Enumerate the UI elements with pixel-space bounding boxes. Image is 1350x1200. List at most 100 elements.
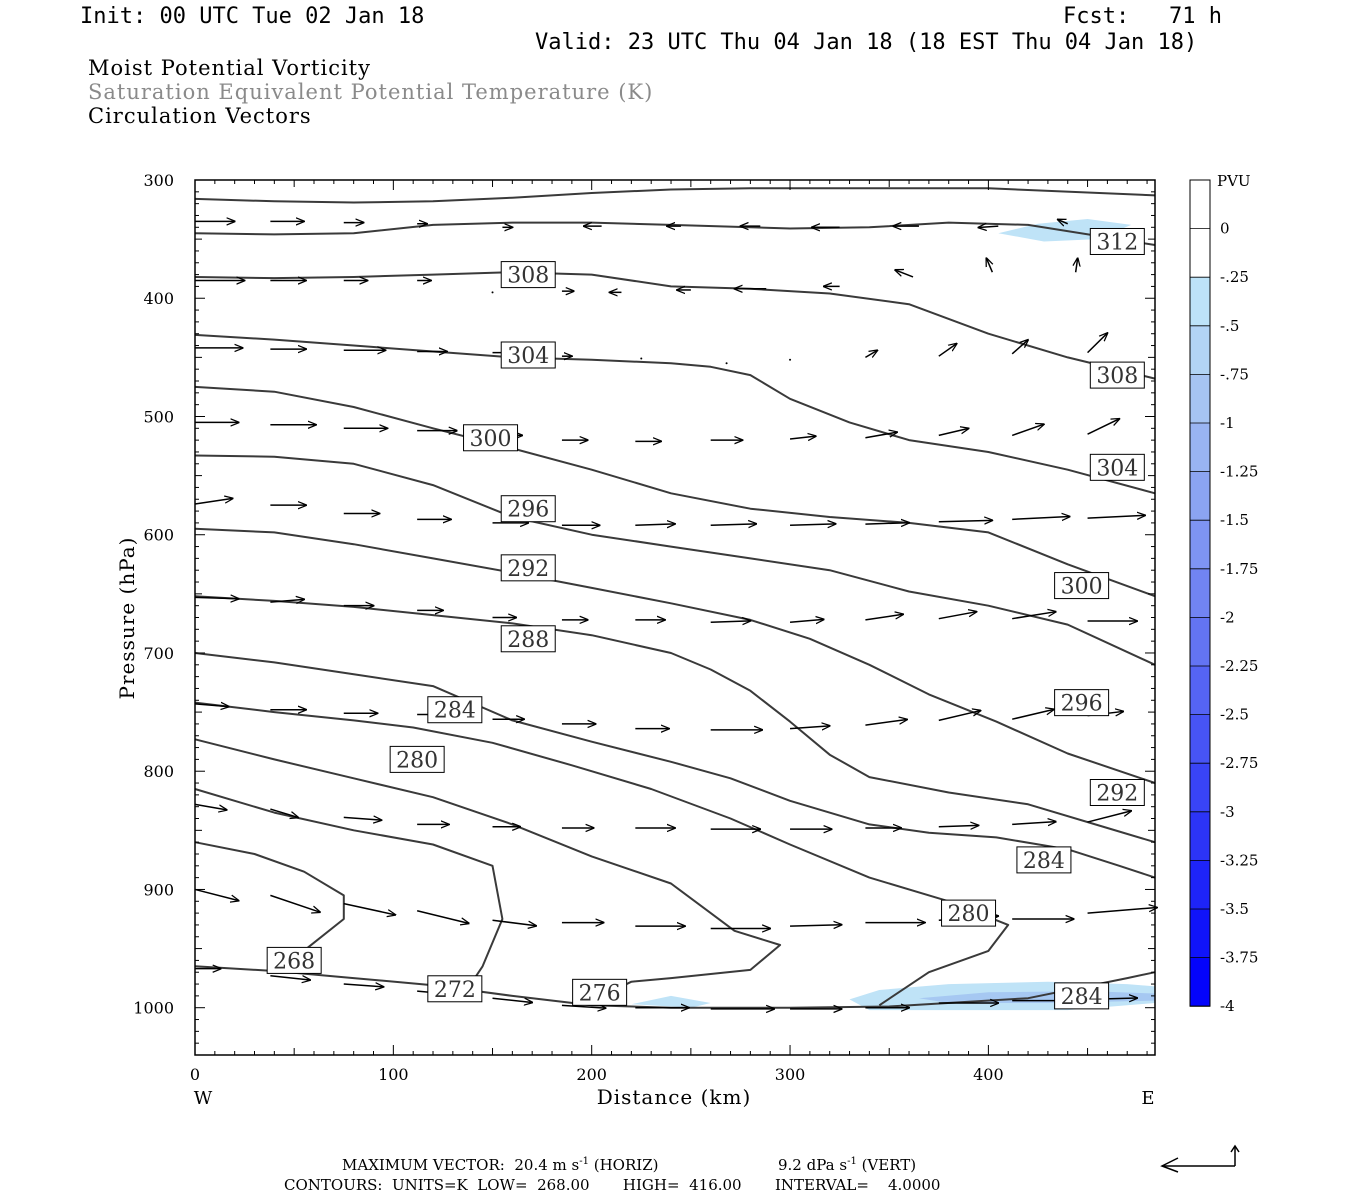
max-vector-label: MAXIMUM VECTOR: 20.4 m s bbox=[342, 1156, 580, 1174]
circulation-vector bbox=[270, 808, 298, 817]
circulation-vector bbox=[895, 270, 914, 278]
contour-label: 280 bbox=[941, 899, 997, 927]
pv-shading-layer bbox=[631, 219, 1155, 1011]
theta-es-contour-line bbox=[194, 385, 1156, 598]
circulation-vector bbox=[1012, 517, 1070, 520]
contours-info: CONTOURS: UNITS=K LOW= 268.00 HIGH= 416.… bbox=[284, 1176, 941, 1194]
circulation-vectors bbox=[194, 220, 1157, 1009]
x-tick-label: 300 bbox=[775, 1065, 806, 1084]
contour-label-text: 284 bbox=[1061, 985, 1103, 1010]
circulation-vector bbox=[725, 362, 728, 365]
colorbar-label: -1.5 bbox=[1220, 511, 1249, 529]
contour-label: 300 bbox=[463, 424, 519, 452]
circulation-vector bbox=[938, 612, 977, 620]
circulation-vector bbox=[789, 726, 830, 729]
colorbar-swatch bbox=[1190, 277, 1210, 326]
x-end-label-east: E bbox=[1141, 1088, 1154, 1109]
contour-label-box bbox=[500, 554, 556, 582]
x-axis-label: Distance (km) bbox=[597, 1085, 752, 1109]
theta-es-contour-line bbox=[194, 788, 504, 997]
pv-shaded-region bbox=[631, 995, 711, 1008]
contour-label-box bbox=[572, 978, 628, 1006]
colorbar-label: -.25 bbox=[1220, 268, 1249, 286]
circulation-vector bbox=[938, 825, 979, 826]
contour-label-box bbox=[1089, 227, 1145, 255]
circulation-vector bbox=[1076, 258, 1078, 273]
contour-label-text: 272 bbox=[434, 978, 476, 1003]
contour-label: 292 bbox=[500, 554, 556, 582]
circulation-vector bbox=[194, 704, 229, 707]
circulation-vector bbox=[789, 619, 824, 622]
x-tick-label: 100 bbox=[378, 1065, 409, 1084]
field-title-pv: Moist Potential Vorticity bbox=[88, 56, 371, 80]
colorbar-label: -.75 bbox=[1220, 365, 1249, 383]
contour-label: 284 bbox=[1016, 846, 1072, 874]
circulation-vector bbox=[1012, 822, 1056, 825]
contour-label-text: 288 bbox=[507, 628, 549, 653]
reference-vector-icon bbox=[1160, 1144, 1240, 1173]
circulation-vector bbox=[865, 523, 909, 524]
circulation-vector bbox=[938, 428, 969, 437]
colorbar-label: -3.5 bbox=[1220, 900, 1249, 918]
circulation-vector bbox=[561, 1005, 606, 1008]
init-time: Init: 00 UTC Tue 02 Jan 18 bbox=[80, 4, 425, 29]
circulation-vector bbox=[938, 344, 957, 357]
circulation-vector bbox=[343, 984, 384, 987]
contour-label-text: 292 bbox=[507, 557, 549, 582]
max-vector-exponent: -1 bbox=[579, 1156, 589, 1167]
circulation-vector bbox=[978, 226, 999, 227]
circulation-vector bbox=[194, 803, 227, 810]
circulation-vector bbox=[986, 258, 992, 273]
circulation-vector bbox=[790, 524, 836, 525]
contour-label: 276 bbox=[572, 978, 628, 1006]
contour-label: 300 bbox=[1054, 572, 1110, 600]
x-end-label-west: W bbox=[194, 1088, 213, 1109]
contour-label: 268 bbox=[266, 946, 322, 974]
contour-label-text: 312 bbox=[1096, 230, 1138, 255]
circulation-vector bbox=[710, 524, 757, 525]
y-tick-label: 1000 bbox=[133, 999, 174, 1018]
contour-label-text: 296 bbox=[507, 498, 549, 523]
circulation-vector bbox=[270, 599, 304, 602]
y-tick-label: 700 bbox=[143, 644, 174, 663]
contour-label-box bbox=[463, 424, 519, 452]
contour-label: 308 bbox=[500, 261, 556, 289]
contour-label-box bbox=[1089, 779, 1145, 806]
circulation-vector bbox=[1087, 419, 1120, 435]
colorbar-label: -1 bbox=[1220, 414, 1235, 432]
colorbar-swatch bbox=[1190, 714, 1210, 764]
contour-label-box bbox=[1016, 846, 1072, 874]
x-tick-label: 400 bbox=[973, 1065, 1004, 1084]
vert-label: (VERT) bbox=[856, 1156, 917, 1174]
contour-labels: 308 304 300 296 292 288 284 280 268 272 276 312 308 3… bbox=[266, 227, 1145, 1010]
contour-label-text: 296 bbox=[1061, 692, 1103, 717]
contour-label-text: 300 bbox=[1061, 575, 1103, 600]
pv-colorbar: 0 -.25 -.5 -.75 -1 -1.25 -1.5 -1.75 -2 -2.25 -2.5 -… bbox=[1189, 179, 1258, 1015]
circulation-vector bbox=[790, 925, 842, 926]
circulation-vector bbox=[492, 998, 533, 1002]
contour-label-box bbox=[500, 341, 556, 369]
max-vector-text: MAXIMUM VECTOR: 20.4 m s-1 (HORIZ) bbox=[342, 1156, 658, 1174]
y-tick-label: 400 bbox=[143, 289, 174, 308]
contour-label-box bbox=[1054, 982, 1110, 1010]
contour-label-box bbox=[266, 946, 322, 974]
contour-label-text: 280 bbox=[396, 748, 438, 773]
contour-label-text: 300 bbox=[470, 427, 512, 452]
colorbar-label: -1.75 bbox=[1220, 560, 1258, 578]
contour-label-box bbox=[427, 696, 483, 724]
contour-label: 284 bbox=[1054, 982, 1110, 1010]
y-tick-label: 600 bbox=[143, 526, 174, 545]
circulation-vector bbox=[491, 291, 494, 294]
colorbar-label: -2.5 bbox=[1220, 706, 1249, 724]
circulation-vector bbox=[1058, 220, 1069, 224]
vert-vector-value: 9.2 dPa s bbox=[778, 1156, 848, 1174]
colorbar-swatch bbox=[1190, 860, 1210, 909]
contour-label-text: 284 bbox=[434, 699, 476, 724]
circulation-vector bbox=[270, 894, 320, 912]
contour-label-box bbox=[500, 625, 556, 653]
circulation-vector bbox=[1011, 340, 1028, 355]
circulation-vector bbox=[492, 919, 537, 926]
contour-label-text: 308 bbox=[507, 264, 549, 289]
theta-es-contour-line bbox=[194, 595, 1156, 844]
contour-label-text: 284 bbox=[1023, 849, 1065, 874]
